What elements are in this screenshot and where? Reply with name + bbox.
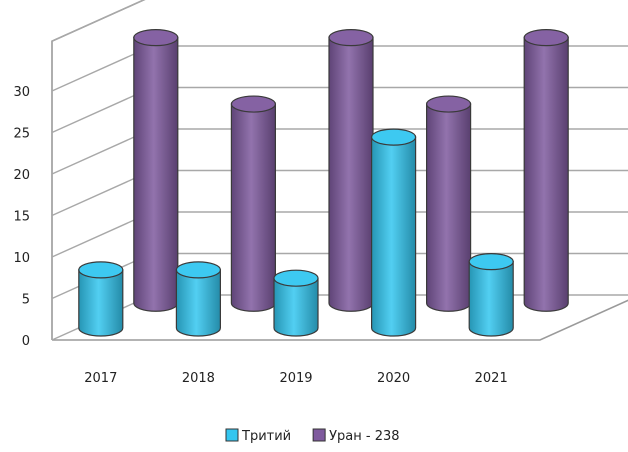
x-tick-label: 2018	[182, 371, 215, 386]
y-tick-label: 30	[13, 85, 30, 100]
bar-top	[523, 29, 569, 47]
bar-body	[133, 37, 179, 312]
bar-top	[426, 95, 472, 113]
y-tick-label: 10	[13, 251, 30, 266]
bar-body	[273, 277, 319, 337]
bar-top	[273, 269, 319, 287]
bar-top	[133, 29, 179, 47]
legend-item: Уран - 238	[312, 428, 400, 444]
bar-top	[175, 261, 221, 279]
x-tick-label: 2017	[84, 371, 117, 386]
legend-item: Тритий	[225, 428, 291, 444]
legend-swatch	[312, 428, 326, 442]
bars	[78, 29, 569, 337]
bar-tritium-2019	[273, 269, 319, 337]
bar-uranium-2020	[426, 95, 472, 312]
bar-top	[230, 95, 276, 113]
x-tick-label: 2019	[279, 371, 312, 386]
bar-top	[78, 261, 124, 279]
bar-body	[523, 37, 569, 312]
x-tick-label: 2021	[475, 371, 508, 386]
x-axis-ticks: 2017 2018 2019 2020 2021	[84, 371, 507, 386]
bar-body	[78, 269, 124, 337]
bar-body	[371, 136, 417, 337]
bar-tritium-2017	[78, 261, 124, 337]
y-tick-label: 20	[13, 168, 30, 183]
legend-label: Уран - 238	[329, 429, 399, 444]
legend-label: Тритий	[241, 429, 291, 444]
bar-tritium-2018	[175, 261, 221, 337]
bar-body	[468, 261, 514, 337]
bar-top	[468, 253, 514, 271]
y-axis-ticks: 0 5 10 15 20 25 30	[13, 85, 30, 349]
legend-swatch	[225, 428, 239, 442]
bar-uranium-2021	[523, 29, 569, 312]
bar-body	[426, 103, 472, 312]
bar-body	[328, 37, 374, 312]
bar-top	[328, 29, 374, 47]
y-tick-label: 25	[13, 127, 30, 142]
bar-tritium-2020	[371, 128, 417, 337]
floor-edge	[52, 299, 628, 341]
bar-uranium-2017	[133, 29, 179, 312]
bar-body	[175, 269, 221, 337]
y-tick-label: 15	[13, 210, 30, 225]
bar-uranium-2019	[328, 29, 374, 312]
bar-uranium-2018	[230, 95, 276, 312]
legend: Тритий Уран - 238	[225, 428, 400, 444]
x-tick-label: 2020	[377, 371, 410, 386]
gridline	[51, 0, 146, 42]
y-tick-label: 5	[22, 293, 30, 308]
bar-tritium-2021	[468, 253, 514, 337]
bar-top	[371, 128, 417, 146]
y-tick-label: 0	[22, 334, 30, 349]
bar-body	[230, 103, 276, 312]
